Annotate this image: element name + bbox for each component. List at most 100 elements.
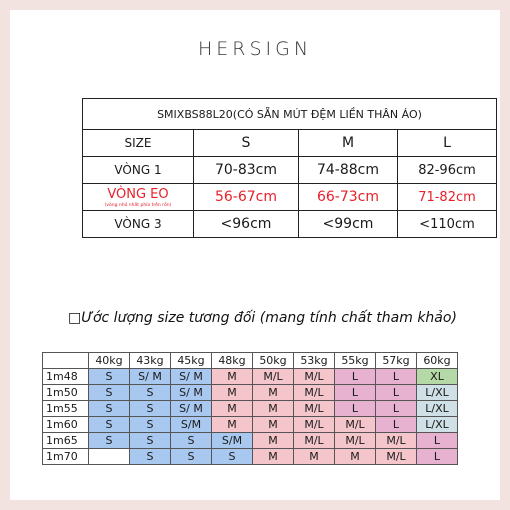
size-cell: L	[375, 416, 417, 433]
row-label: VÒNG 1	[82, 156, 194, 184]
size-cell: L	[375, 400, 417, 417]
size-cell: M/L	[334, 416, 376, 433]
size-cell: M	[252, 448, 294, 465]
size-cell: M/L	[293, 400, 335, 417]
size-cell: L	[416, 448, 458, 465]
cell-value: 66-73cm	[298, 183, 398, 211]
size-cell: M/L	[293, 384, 335, 401]
size-cell: M/L	[293, 368, 335, 385]
size-cell: S/ M	[170, 368, 212, 385]
row-bust: VÒNG 1 70-83cm 74-88cm 82-96cm	[82, 156, 497, 184]
weight-header-cell: 57kg	[375, 352, 417, 369]
size-cell: S	[129, 448, 171, 465]
size-cell: M/L	[252, 368, 294, 385]
cell-value: <99cm	[298, 210, 398, 238]
weight-body: 1m48 S S/ M S/ M M M/L M/L L L XL 1m50 S S S/ M M M M/L L…	[42, 368, 458, 465]
row-label: VÒNG 3	[82, 210, 194, 238]
size-cell: S	[88, 432, 130, 449]
corner-cell	[42, 352, 89, 369]
table-row: 1m65 S S S S/M M M/L M/L M/L L	[42, 432, 458, 449]
height-label: 1m70	[42, 448, 89, 465]
size-cell: S	[129, 384, 171, 401]
size-cell: S	[88, 400, 130, 417]
size-cell: L	[416, 432, 458, 449]
size-cell: M/L	[293, 416, 335, 433]
size-table-header-row: SIZE S M L	[82, 129, 497, 157]
size-cell: L	[334, 400, 376, 417]
size-cell: S/M	[211, 432, 253, 449]
size-cell: L	[375, 368, 417, 385]
cell-value: 56-67cm	[193, 183, 299, 211]
row-label: VÒNG EO	[107, 187, 169, 202]
size-cell: M	[211, 416, 253, 433]
height-label: 1m55	[42, 400, 89, 417]
table-row: 1m55 S S S/ M M M M/L L L L/XL	[42, 400, 458, 417]
row-label-waist: VÒNG EO (vòng nhỏ nhất phía trên rốn)	[82, 183, 194, 211]
header-s: S	[193, 129, 299, 157]
size-cell: M	[252, 432, 294, 449]
size-cell: S	[211, 448, 253, 465]
size-cell: L	[375, 384, 417, 401]
cell-value: 74-88cm	[298, 156, 398, 184]
weight-header-cell: 60kg	[416, 352, 458, 369]
height-label: 1m60	[42, 416, 89, 433]
weight-header-cell: 55kg	[334, 352, 376, 369]
size-cell: M	[211, 384, 253, 401]
size-cell: S/ M	[170, 384, 212, 401]
size-cell: S	[129, 400, 171, 417]
size-cell: M	[252, 400, 294, 417]
size-cell: S	[129, 416, 171, 433]
size-cell: L	[334, 368, 376, 385]
weight-header-cell: 48kg	[211, 352, 253, 369]
cell-value: 82-96cm	[397, 156, 497, 184]
size-cell: S/M	[170, 416, 212, 433]
estimate-subtitle: □Ước lượng size tương đối (mang tính chấ…	[68, 310, 457, 326]
size-cell: S/ M	[170, 400, 212, 417]
size-cell: L/XL	[416, 400, 458, 417]
size-cell: S	[129, 432, 171, 449]
brand-logo: HERSIGN	[197, 38, 313, 60]
table-row: 1m70 S S S M M M M/L L	[42, 448, 458, 465]
size-cell: S	[170, 448, 212, 465]
table-row: 1m60 S S S/M M M M/L M/L L L/XL	[42, 416, 458, 433]
size-cell: L/XL	[416, 416, 458, 433]
row-waist: VÒNG EO (vòng nhỏ nhất phía trên rốn) 56…	[82, 183, 497, 211]
size-cell: S	[88, 368, 130, 385]
cell-value: <96cm	[193, 210, 299, 238]
size-cell: M	[211, 368, 253, 385]
weight-header-cell: 45kg	[170, 352, 212, 369]
size-cell: M/L	[293, 432, 335, 449]
row-hip: VÒNG 3 <96cm <99cm <110cm	[82, 210, 497, 238]
waist-note: (vòng nhỏ nhất phía trên rốn)	[104, 203, 172, 208]
table-row: 1m50 S S S/ M M M M/L L L L/XL	[42, 384, 458, 401]
header-size: SIZE	[82, 129, 194, 157]
weight-header-cell: 43kg	[129, 352, 171, 369]
size-cell: S	[88, 384, 130, 401]
height-label: 1m48	[42, 368, 89, 385]
table-row: 1m48 S S/ M S/ M M M/L M/L L L XL	[42, 368, 458, 385]
size-cell: M/L	[375, 448, 417, 465]
size-table: SMIXBS88L20(CÓ SẴN MÚT ĐỆM LIỀN THÂN ÁO)…	[82, 98, 497, 238]
size-cell: S	[170, 432, 212, 449]
weight-header-cell: 40kg	[88, 352, 130, 369]
height-label: 1m50	[42, 384, 89, 401]
size-cell: M	[334, 448, 376, 465]
size-cell: M	[211, 400, 253, 417]
size-cell	[88, 448, 130, 465]
size-cell: M/L	[334, 432, 376, 449]
size-cell: S	[88, 416, 130, 433]
size-cell: L/XL	[416, 384, 458, 401]
header-m: M	[298, 129, 398, 157]
size-cell: XL	[416, 368, 458, 385]
size-chart-card: HERSIGN SMIXBS88L20(CÓ SẴN MÚT ĐỆM LIỀN …	[10, 10, 500, 500]
size-cell: S/ M	[129, 368, 171, 385]
size-cell: L	[334, 384, 376, 401]
cell-value: 70-83cm	[193, 156, 299, 184]
header-l: L	[397, 129, 497, 157]
size-cell: M	[293, 448, 335, 465]
weight-header-cell: 50kg	[252, 352, 294, 369]
cell-value: <110cm	[397, 210, 497, 238]
size-table-title: SMIXBS88L20(CÓ SẴN MÚT ĐỆM LIỀN THÂN ÁO)	[82, 98, 497, 130]
height-label: 1m65	[42, 432, 89, 449]
weight-height-table: 40kg 43kg 45kg 48kg 50kg 53kg 55kg 57kg 60kg 1m4…	[42, 352, 458, 465]
